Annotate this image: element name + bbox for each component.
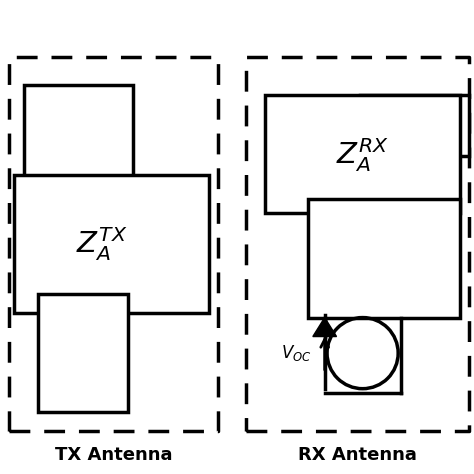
Text: RX Antenna: RX Antenna (299, 446, 417, 464)
Bar (265, 95, 460, 213)
Polygon shape (313, 318, 337, 337)
Text: TX Antenna: TX Antenna (55, 446, 173, 464)
Bar (38, 294, 128, 412)
Text: $Z_A^{RX}$: $Z_A^{RX}$ (336, 137, 389, 174)
Bar (24, 85, 133, 204)
Bar (360, 95, 469, 156)
Bar (308, 199, 460, 318)
Text: $V_{OC}$: $V_{OC}$ (281, 343, 311, 363)
Bar (14, 175, 209, 313)
Text: $Z_A^{TX}$: $Z_A^{TX}$ (76, 225, 128, 263)
